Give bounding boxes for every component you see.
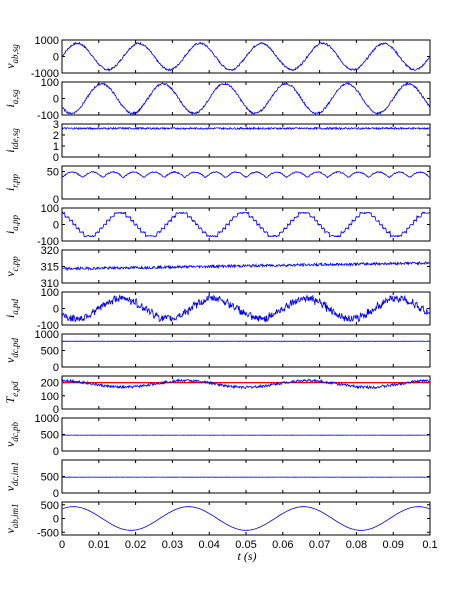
panel-5: 100 0 -100 ia,pp bbox=[3, 203, 431, 248]
signal-trace bbox=[62, 211, 430, 238]
y-tick-label: -1000 bbox=[31, 68, 59, 80]
y-tick-label: 0 bbox=[53, 52, 59, 64]
y-tick-label: 320 bbox=[41, 245, 59, 257]
y-axis-label: ir,pp bbox=[3, 173, 20, 191]
y-tick-label: 100 bbox=[41, 287, 59, 299]
y-tick-label: 310 bbox=[41, 278, 59, 290]
panel-12: 500 0-500 vab,im1 bbox=[3, 500, 431, 539]
y-tick-label: 1000 bbox=[35, 413, 59, 425]
y-axis-label: ia,pp bbox=[3, 214, 20, 234]
x-tick-label: 0.01 bbox=[88, 539, 109, 551]
y-tick-label: 0 bbox=[53, 404, 59, 416]
y-tick-label: -500 bbox=[37, 527, 59, 539]
signal-trace bbox=[62, 260, 430, 272]
panel-frame bbox=[61, 459, 431, 494]
x-tick-label: 0.08 bbox=[346, 539, 367, 551]
y-tick-label: 1 bbox=[53, 141, 59, 153]
panel-frame bbox=[61, 375, 431, 410]
signal-trace bbox=[62, 378, 430, 390]
panel-8: 1000 500 0 vdc,pd bbox=[3, 329, 431, 374]
panel-frame bbox=[61, 165, 431, 200]
panel-frame bbox=[61, 291, 431, 326]
panel-11: 500 0 vdc,im1 bbox=[3, 459, 431, 500]
x-tick-label: 0.06 bbox=[272, 539, 293, 551]
y-tick-label: 500 bbox=[41, 346, 59, 358]
y-tick-label: 0 bbox=[53, 304, 59, 316]
y-tick-label: 50 bbox=[47, 167, 59, 179]
panel-10: 1000 500 0 vdc,pb bbox=[3, 413, 431, 458]
y-tick-label: 2 bbox=[53, 130, 59, 142]
y-tick-label: 100 bbox=[41, 391, 59, 403]
x-tick-label: 0.07 bbox=[309, 539, 330, 551]
y-axis-label: vab,sg bbox=[3, 44, 20, 69]
x-tick-label: 0 bbox=[59, 539, 65, 551]
y-tick-label: 500 bbox=[41, 430, 59, 442]
signal-trace bbox=[62, 506, 430, 531]
panels-group: 10000-1000vab,sg1000-100ia,sg3210itde,sg… bbox=[3, 35, 431, 539]
y-axis-label: itde,sg bbox=[3, 128, 20, 153]
y-axis-label: vdc,pb bbox=[3, 421, 20, 447]
y-axis-label: vc,pp bbox=[3, 256, 20, 277]
y-axis-label: ia,pd bbox=[3, 298, 20, 318]
x-axis-label: t (s) bbox=[238, 549, 257, 563]
x-tick-label: 0.04 bbox=[198, 539, 219, 551]
x-axis: 0 0.01 0.02 0.03 0.04 0.05 0.06 0.07 0.08 0.09 0.1 bbox=[59, 539, 438, 551]
y-axis-label: ia,sg bbox=[3, 89, 20, 108]
x-tick-label: 0.09 bbox=[382, 539, 403, 551]
signal-trace bbox=[62, 82, 430, 115]
y-tick-label: 3 bbox=[53, 119, 59, 131]
x-tick-label: 0.1 bbox=[422, 539, 437, 551]
signal-trace bbox=[62, 126, 430, 131]
y-tick-label: -100 bbox=[37, 320, 59, 332]
signal-trace bbox=[62, 41, 430, 72]
y-axis-label: vdc,im1 bbox=[3, 462, 20, 492]
panel-frame bbox=[61, 249, 431, 284]
y-tick-label: 100 bbox=[41, 203, 59, 215]
panel-7: 100 0 -100 ia,pd bbox=[3, 287, 431, 332]
y-tick-label: 0 bbox=[53, 446, 59, 458]
signal-trace bbox=[62, 294, 430, 323]
panel-frame bbox=[61, 417, 431, 452]
panel-1: 1000 0 -1000 vab,sg bbox=[3, 35, 431, 80]
y-tick-label: 0 bbox=[53, 152, 59, 164]
y-tick-label: 315 bbox=[41, 262, 59, 274]
y-tick-label: 0 bbox=[53, 488, 59, 500]
y-tick-label: 0 bbox=[53, 194, 59, 206]
panel-2: 100 0 -100 ia,sg bbox=[3, 77, 431, 122]
y-tick-label: 0 bbox=[53, 514, 59, 526]
y-axis-label: vdc,pd bbox=[3, 337, 20, 363]
x-tick-label: 0.05 bbox=[235, 539, 256, 551]
y-tick-label: 100 bbox=[41, 77, 59, 89]
panel-4: 50 0 ir,pp bbox=[3, 165, 431, 206]
y-tick-label: 0 bbox=[53, 220, 59, 232]
y-tick-label: 1000 bbox=[35, 35, 59, 47]
panel-frame bbox=[61, 333, 431, 368]
y-tick-label: 0 bbox=[53, 362, 59, 374]
y-axis-label: Te,pd bbox=[3, 381, 20, 403]
panel-6: 320 315 310 vc,pp bbox=[3, 245, 431, 290]
y-tick-label: 200 bbox=[41, 378, 59, 390]
y-axis-label: vab,im1 bbox=[3, 503, 20, 533]
x-tick-label: 0.03 bbox=[162, 539, 183, 551]
y-tick-label: 1000 bbox=[35, 329, 59, 341]
y-tick-label: 0 bbox=[53, 94, 59, 106]
x-tick-label: 0.02 bbox=[125, 539, 146, 551]
y-tick-label: 500 bbox=[41, 472, 59, 484]
y-tick-label: -100 bbox=[37, 236, 59, 248]
y-tick-label: 500 bbox=[41, 500, 59, 512]
y-tick-label: -100 bbox=[37, 110, 59, 122]
signal-trace bbox=[62, 170, 430, 179]
